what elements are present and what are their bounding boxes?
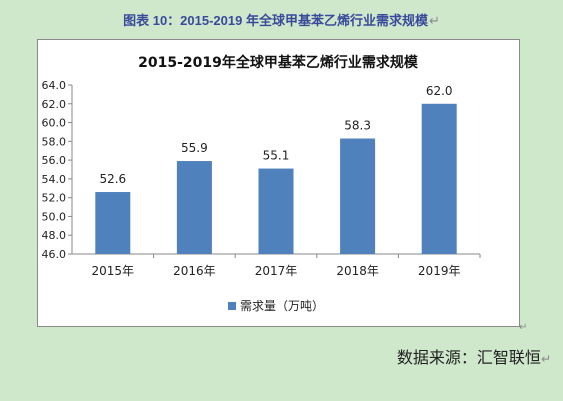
y-tick-label: 48.0 — [42, 229, 67, 242]
source-text: 数据来源：汇智联恒 — [396, 350, 541, 367]
y-tick-label: 52.0 — [42, 192, 67, 205]
source-note: 数据来源：汇智联恒↵ — [397, 344, 551, 368]
bar — [258, 168, 294, 254]
bar-chart: 2015-2019年全球甲基苯乙烯行业需求规模 46.0 48.0 50.0 52.0… — [42, 54, 481, 313]
chart-legend: 需求量（万吨） — [228, 299, 324, 313]
figure-caption-text: 图表 10：2015-2019 年全球甲基苯乙烯行业需求规模 — [123, 13, 428, 28]
data-label: 55.9 — [181, 141, 208, 155]
x-tick-label: 2017年 — [255, 264, 298, 278]
bar — [340, 138, 376, 254]
x-tick-label: 2019年 — [418, 264, 461, 278]
chart-axes: 46.0 48.0 50.0 52.0 54.0 56.0 58.0 60.0 62.0 64.0 — [42, 79, 481, 261]
y-tick-label: 58.0 — [42, 135, 67, 148]
y-tick-label: 54.0 — [42, 173, 67, 186]
x-tick-label: 2016年 — [173, 264, 216, 278]
paragraph-mark-icon: ↵ — [428, 13, 440, 28]
chart-bars — [95, 103, 457, 255]
y-tick-label: 46.0 — [42, 248, 67, 261]
chart-labels: 2015年 52.6 2016年 55.9 2017年 55.1 2018年 58.3 2019… — [92, 84, 461, 278]
data-label: 52.6 — [99, 172, 126, 186]
chart-panel: 2015-2019年全球甲基苯乙烯行业需求规模 46.0 48.0 50.0 52.0… — [37, 39, 520, 327]
y-tick-label: 56.0 — [42, 154, 67, 167]
data-label: 58.3 — [344, 119, 371, 133]
x-tick-label: 2015年 — [92, 264, 135, 278]
bar — [176, 161, 212, 254]
paragraph-mark-icon: ↵ — [540, 352, 551, 366]
paragraph-mark-icon: ↵ — [519, 322, 528, 333]
y-tick-label: 62.0 — [42, 98, 67, 111]
chart-title: 2015-2019年全球甲基苯乙烯行业需求规模 — [138, 54, 419, 71]
y-tick-label: 60.0 — [42, 117, 67, 130]
legend-swatch — [228, 302, 236, 310]
bar — [95, 192, 131, 254]
data-label: 55.1 — [263, 149, 290, 163]
x-tick-label: 2018年 — [336, 264, 379, 278]
y-tick-label: 50.0 — [42, 210, 67, 223]
legend-label: 需求量（万吨） — [240, 299, 324, 313]
y-tick-label: 64.0 — [42, 79, 67, 92]
figure-caption: 图表 10：2015-2019 年全球甲基苯乙烯行业需求规模↵ — [0, 10, 563, 29]
bar — [421, 103, 457, 255]
data-label: 62.0 — [426, 84, 453, 98]
